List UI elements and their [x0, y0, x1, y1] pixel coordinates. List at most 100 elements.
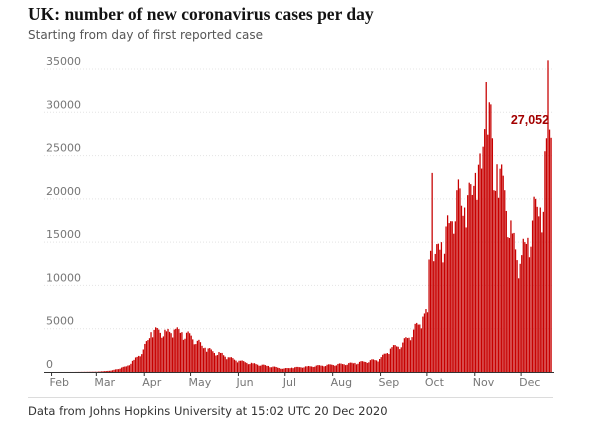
bar [531, 220, 534, 372]
x-axis-ticks: Feb Mar Apr May Jun Jul Aug Sep Oct Nov Dec [50, 372, 540, 389]
bar [338, 363, 341, 372]
bar [502, 175, 504, 372]
x-tick-label: Feb [50, 376, 69, 389]
bar [318, 365, 321, 372]
bar [122, 366, 124, 372]
bar [173, 329, 175, 372]
bar [535, 198, 537, 372]
bar [437, 243, 439, 372]
bar [277, 367, 279, 372]
bar [426, 312, 429, 372]
bar [250, 362, 253, 372]
bar [480, 168, 483, 372]
bar [117, 369, 120, 372]
bar [153, 329, 155, 372]
bar [230, 357, 232, 372]
bar [198, 339, 200, 372]
bar [247, 364, 249, 372]
bar [539, 207, 541, 372]
bar [382, 354, 384, 372]
bar [470, 184, 472, 372]
y-tick-label: 35000 [46, 55, 81, 68]
bar [270, 367, 273, 372]
bar [446, 215, 449, 372]
bar [227, 357, 229, 372]
bar [294, 367, 296, 372]
bar [127, 365, 129, 372]
bar [233, 359, 236, 372]
bar [172, 337, 174, 372]
bar [192, 339, 194, 372]
bar [477, 164, 480, 372]
y-axis-ticks: 0 5000 10000 15000 20000 25000 30000 35000 [46, 55, 81, 371]
bar [312, 367, 314, 372]
bar [525, 243, 528, 372]
bar [226, 359, 228, 372]
bar [547, 60, 549, 373]
bar [355, 364, 358, 372]
bar [521, 255, 523, 372]
bar [196, 340, 199, 372]
bar [151, 337, 154, 372]
bar [323, 366, 325, 372]
bar [303, 367, 305, 372]
bar [252, 363, 254, 372]
bar [193, 344, 195, 372]
bar [462, 215, 464, 372]
x-tick-label: Apr [142, 376, 162, 389]
source-note: Data from Johns Hopkins University at 15… [28, 404, 388, 418]
bar [354, 362, 356, 372]
bar [465, 227, 467, 372]
bar [128, 365, 131, 372]
bar [530, 246, 532, 372]
bar [253, 363, 256, 372]
bar [379, 359, 381, 372]
bar [164, 329, 166, 372]
bar [138, 355, 140, 372]
bar [190, 335, 192, 372]
x-tick-label: Aug [331, 376, 352, 389]
annotation-layer: 27,052 [511, 113, 549, 127]
bar [239, 360, 242, 372]
bar [428, 259, 430, 372]
bar [181, 332, 183, 372]
bar [283, 368, 285, 372]
bar [261, 364, 263, 372]
bar [275, 367, 277, 372]
bar [485, 81, 487, 373]
chart-title: UK: number of new coronavirus cases per … [28, 4, 374, 24]
bar [107, 370, 109, 372]
bar [513, 232, 515, 372]
bar [352, 363, 355, 372]
bar [218, 352, 220, 372]
bar [100, 371, 103, 372]
bar [545, 138, 548, 372]
bar [394, 345, 396, 372]
bar [391, 347, 393, 372]
bar [522, 238, 524, 372]
bar [331, 364, 333, 372]
bar [479, 153, 481, 372]
bar [334, 365, 336, 372]
bar [236, 362, 239, 372]
bar [292, 368, 294, 372]
bar [114, 369, 117, 372]
bars-series [53, 60, 552, 373]
bar [280, 368, 282, 372]
bar [399, 349, 401, 372]
bar [411, 337, 413, 372]
bar [487, 134, 489, 372]
bar [119, 368, 121, 372]
bar [434, 253, 436, 372]
bar [165, 331, 168, 372]
bar [99, 371, 101, 372]
bar [185, 332, 188, 372]
bar [213, 353, 215, 372]
bar [365, 361, 367, 372]
bar [195, 344, 197, 372]
bar [400, 347, 402, 372]
bar [215, 355, 217, 372]
bar [229, 357, 231, 372]
bar [301, 367, 304, 372]
